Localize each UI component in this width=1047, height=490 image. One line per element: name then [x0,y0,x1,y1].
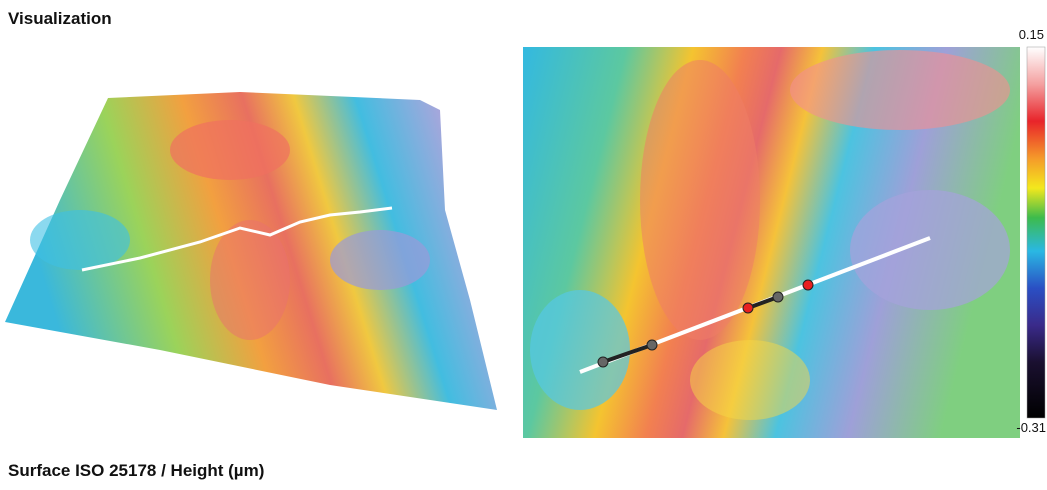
section-title: Visualization [8,9,112,28]
measure-point [743,303,753,313]
surface-feature [170,120,290,180]
map-feature [690,340,810,420]
map-feature [530,290,630,410]
scale-min: -0.31 [1016,420,1046,435]
map-feature [640,60,760,340]
measure-point [598,357,608,367]
map-feature [850,190,1010,310]
surface-feature [330,230,430,290]
surface-feature [30,210,130,270]
measure-point [803,280,813,290]
caption: Surface ISO 25178 / Height (µm) [8,461,264,480]
measure-point [647,340,657,350]
surface-feature [210,220,290,340]
color-scale [1027,47,1045,418]
figure: Visualization 0.15 -0.31 Surface ISO 251… [0,0,1047,490]
measure-point [773,292,783,302]
map-feature [790,50,1010,130]
scale-max: 0.15 [1019,27,1044,42]
